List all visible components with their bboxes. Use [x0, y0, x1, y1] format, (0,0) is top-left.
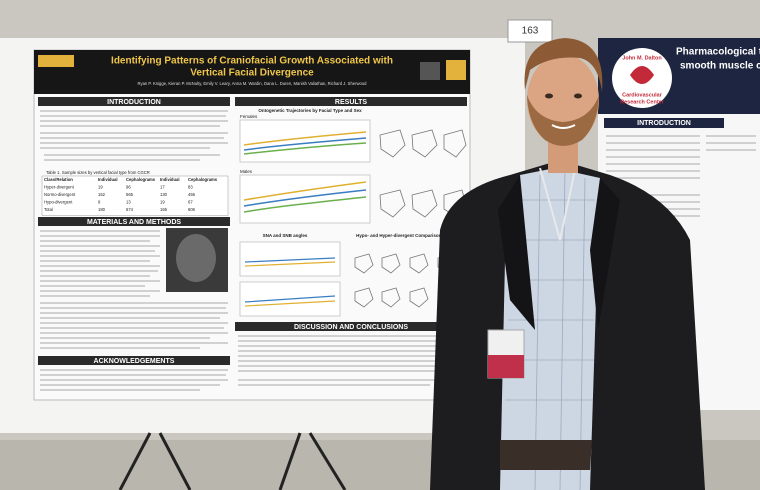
logo-text: Cardiovascular	[622, 92, 663, 98]
text-lines	[606, 135, 756, 217]
table-cell: 565	[126, 192, 134, 197]
table-cell: 166	[160, 207, 168, 212]
section-header: INTRODUCTION	[107, 99, 161, 106]
table-header: Cephalograms	[126, 177, 156, 182]
poster-header	[34, 50, 470, 94]
table-cell: Total	[44, 207, 53, 212]
table-cell: 17	[160, 185, 165, 190]
poster: Identifying Patterns of Craniofacial Gro…	[33, 49, 471, 401]
figure-title: SNA and SNB angles	[263, 233, 308, 238]
text-lines	[40, 369, 228, 391]
table-cell: Hypo-divergent	[44, 200, 73, 205]
table-cell: Hyper-divergent	[44, 185, 75, 190]
figure-label: Females	[240, 114, 258, 119]
table-cell: 67	[188, 200, 193, 205]
neighbor-title: smooth muscle cell sti	[680, 61, 760, 72]
easel	[118, 432, 347, 490]
table-cell: 19	[160, 200, 165, 205]
table-header: Individual	[160, 177, 180, 182]
table-cell: 180	[98, 207, 106, 212]
table-cell: 19	[98, 185, 103, 190]
table-header: Individual	[98, 177, 118, 182]
table-header: Cephalograms	[188, 177, 218, 182]
section-header: RESULTS	[335, 99, 367, 106]
booth-number: 163	[522, 26, 539, 37]
table-cell: 456	[188, 192, 196, 197]
section-header: DISCUSSION AND CONCLUSIONS	[294, 324, 408, 331]
logo	[446, 60, 466, 80]
text-lines	[40, 110, 228, 161]
table-cell: 83	[188, 185, 193, 190]
table-cell: Normo-divergent	[44, 192, 76, 197]
poster-authors: Ryan P. Knigge, Kieran P. McNulty, Emily…	[137, 81, 367, 86]
logo	[38, 55, 74, 67]
logo-text: John M. Dalton	[622, 55, 662, 61]
table-caption: Table 1. Sample sizes by vertical facial…	[46, 170, 150, 175]
section-header: INTRODUCTION	[637, 120, 691, 127]
table-cell: 96	[126, 185, 131, 190]
text-lines	[40, 230, 228, 349]
person	[430, 38, 705, 490]
neighbor-title: Pharmacological targ	[676, 47, 760, 58]
poster-title: Identifying Patterns of Craniofacial Gro…	[111, 56, 393, 67]
logo-text: Research Center	[620, 99, 665, 105]
figure-label: Males	[240, 169, 253, 174]
table-cell: 130	[160, 192, 168, 197]
table: Class/Relation Individual Cephalograms Indi…	[41, 175, 229, 216]
table-cell: 9	[98, 200, 101, 205]
poster-title: Vertical Facial Divergence	[190, 68, 314, 79]
table-cell: 606	[188, 207, 196, 212]
section-header: ACKNOWLEDGEMENTS	[94, 358, 175, 365]
table-cell: 152	[98, 192, 106, 197]
figure-title: Hypo- and Hyper-divergent Comparisons	[356, 233, 444, 238]
text-lines	[238, 335, 464, 386]
table-cell: 674	[126, 207, 134, 212]
logo	[420, 62, 440, 80]
table-frame	[41, 175, 229, 216]
table-header: Class/Relation	[44, 177, 73, 182]
booth-card	[507, 19, 553, 43]
table-cell: 13	[126, 200, 131, 205]
section-header: MATERIALS AND METHODS	[87, 219, 181, 226]
figure-title: Ontogenetic Trajectories by Facial Type …	[258, 108, 362, 113]
